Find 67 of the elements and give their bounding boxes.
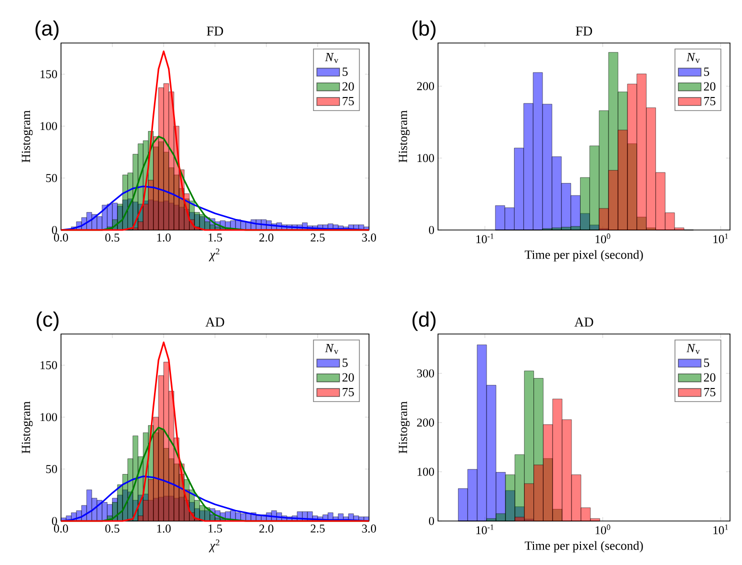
x-tick-label: 2.5 (310, 234, 325, 242)
x-tick-label: 2.0 (259, 234, 274, 242)
x-axis-title: Time per pixel (second) (524, 250, 643, 262)
x-tick-label: 10$^{0}$ (596, 524, 610, 534)
y-tick-label: 100 (418, 468, 434, 476)
legend-label: 5 (704, 358, 710, 367)
y-tick-label: 200 (417, 418, 434, 427)
x-tick-label: 10$^{0}$ (596, 234, 610, 244)
legend-label: 75 (342, 388, 354, 396)
x-tick-label: 0.0 (54, 234, 68, 242)
y-axis-title: Histogram (398, 401, 410, 454)
x-tick-label: 10$^{1}$ (714, 234, 728, 244)
x-tick-label: 0.0 (54, 524, 68, 533)
y-tick-label: 100 (40, 413, 58, 422)
legend-title: N$_{v}$ (324, 344, 338, 354)
y-tick-label: 0 (428, 516, 434, 526)
x-axis-title: χ$^{2}$ (208, 539, 220, 552)
chart-title: AD (205, 318, 224, 326)
y-tick-label: 0 (52, 516, 58, 526)
legend-label: 5 (342, 68, 348, 76)
y-tick-label: 100 (418, 154, 434, 162)
y-axis-title: Histogram (22, 110, 33, 162)
x-tick-label: 2.0 (259, 524, 274, 533)
chart-title: FD (576, 26, 592, 36)
legend-label: 20 (342, 82, 354, 91)
x-axis-title: χ$^{2}$ (208, 248, 220, 262)
y-tick-label: 50 (46, 174, 58, 182)
x-tick-label: 3.0 (362, 524, 376, 533)
x-tick-label: 0.5 (105, 234, 120, 242)
x-tick-label: 2.5 (310, 524, 325, 533)
y-tick-label: 200 (417, 82, 434, 90)
legend-label: 20 (704, 373, 716, 382)
legend-title: N$_{v}$ (686, 344, 700, 354)
x-tick-label: 0.5 (105, 524, 120, 533)
legend-title: N$_{v}$ (324, 52, 338, 64)
legend-label: 75 (704, 388, 716, 396)
text: (c) (36, 311, 59, 331)
y-tick-label: 300 (417, 369, 434, 378)
y-axis-title: Histogram (22, 401, 33, 454)
text: (b) (412, 20, 436, 40)
y-tick-label: 50 (46, 465, 58, 474)
legend-label: 75 (342, 97, 354, 106)
text: (d) (412, 311, 436, 331)
chart-title: FD (206, 26, 224, 36)
y-tick-label: 0 (428, 226, 434, 234)
x-tick-label: 1.5 (208, 524, 222, 533)
y-axis-title: Histogram (398, 110, 410, 162)
x-tick-label: 1.0 (157, 234, 171, 242)
legend-label: 75 (704, 97, 716, 106)
x-tick-label: 10$^{-1}$ (476, 234, 494, 244)
x-tick-label: 10$^{-1}$ (476, 524, 494, 534)
x-tick-label: 3.0 (362, 234, 376, 242)
legend-label: 20 (342, 373, 354, 382)
x-tick-label: 1.5 (208, 234, 222, 242)
y-tick-label: 100 (40, 122, 58, 130)
legend-label: 5 (704, 68, 710, 76)
x-tick-label: 1.0 (157, 524, 171, 533)
text: (a) (36, 20, 59, 40)
legend-label: 20 (704, 82, 716, 91)
x-tick-label: 10$^{1}$ (714, 524, 728, 534)
chart-title: AD (574, 318, 594, 326)
y-tick-label: 0 (52, 226, 58, 234)
legend-title: N$_{v}$ (686, 52, 700, 64)
y-tick-label: 150 (40, 361, 58, 370)
y-tick-label: 150 (40, 70, 58, 78)
legend-label: 5 (342, 358, 348, 367)
x-axis-title: Time per pixel (second) (524, 541, 643, 552)
